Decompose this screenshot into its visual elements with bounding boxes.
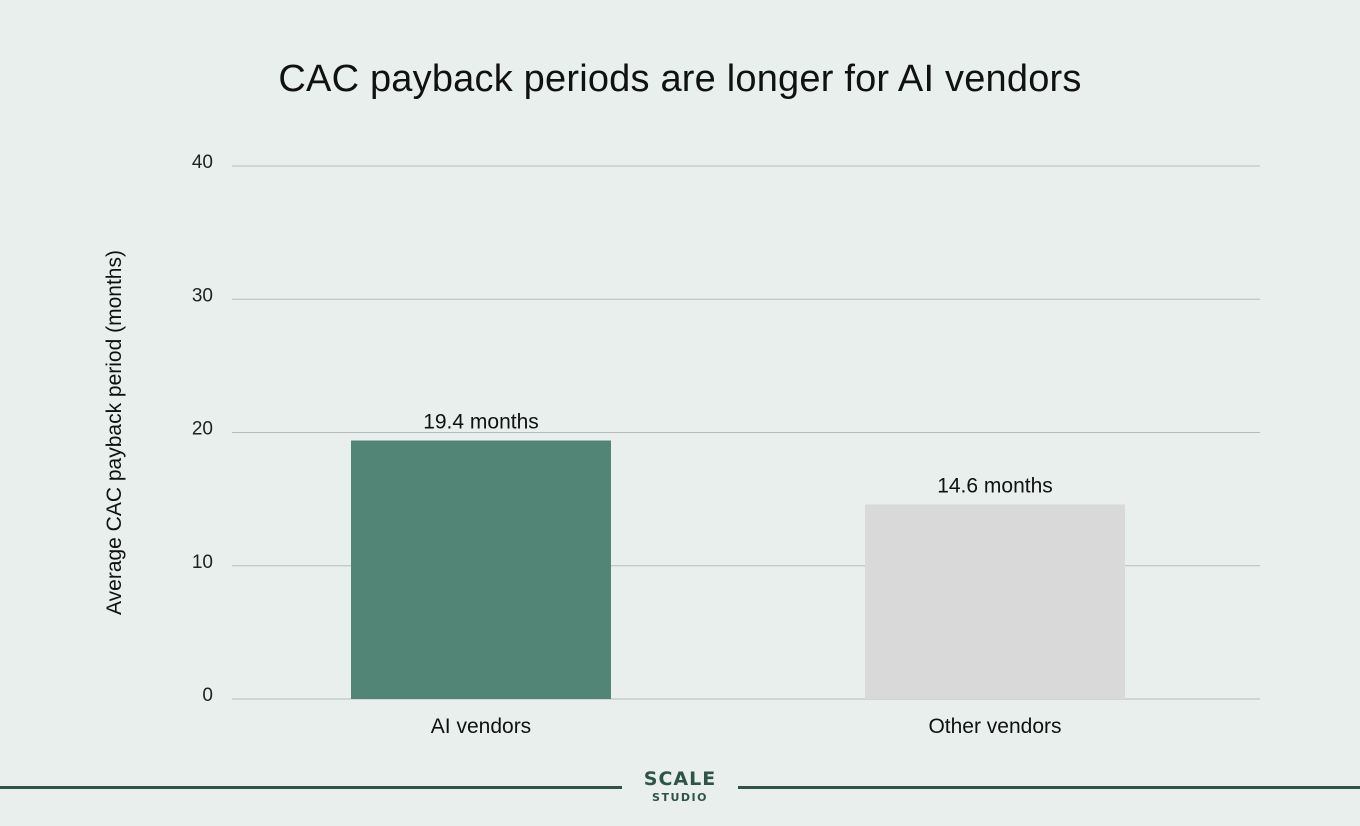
x-tick-label: Other vendors: [928, 715, 1061, 738]
y-axis-label: Average CAC payback period (months): [103, 250, 126, 615]
footer-divider-right: [738, 786, 1360, 789]
x-tick-label: AI vendors: [431, 715, 531, 738]
footer-divider-left: [0, 786, 622, 789]
bar-chart: 0 10 20 30 40 Average CAC payback period (mon…: [103, 152, 1260, 738]
bar: [351, 440, 611, 699]
logo-sub: STUDIO: [652, 791, 708, 804]
y-tick-label: 30: [192, 285, 213, 306]
data-label: 19.4 months: [423, 410, 539, 433]
logo-name: SCALE: [643, 768, 717, 790]
bar: [865, 504, 1125, 699]
scale-studio-logo: SCALE STUDIO: [622, 768, 738, 804]
data-label: 14.6 months: [937, 474, 1053, 497]
y-tick-label: 10: [192, 552, 213, 573]
y-tick-label: 0: [202, 685, 213, 706]
chart-title: CAC payback periods are longer for AI ve…: [278, 58, 1082, 100]
y-tick-label: 20: [192, 419, 213, 440]
y-tick-label: 40: [192, 152, 213, 173]
